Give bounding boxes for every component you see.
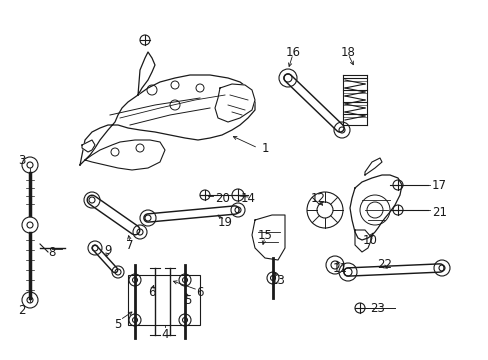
- Text: 11: 11: [332, 261, 347, 274]
- Polygon shape: [80, 75, 254, 165]
- Text: 10: 10: [362, 234, 377, 247]
- Text: 20: 20: [215, 192, 229, 204]
- Polygon shape: [215, 84, 254, 122]
- Text: 9: 9: [104, 243, 112, 257]
- Text: 12: 12: [310, 192, 325, 204]
- Text: 7: 7: [126, 239, 134, 252]
- Text: 2: 2: [18, 303, 26, 316]
- Text: 1: 1: [261, 141, 268, 154]
- Polygon shape: [85, 140, 164, 170]
- Text: 19: 19: [217, 216, 232, 229]
- Text: 15: 15: [257, 229, 272, 242]
- Bar: [128, 275, 200, 325]
- Text: 17: 17: [431, 179, 446, 192]
- Text: 4: 4: [161, 328, 168, 342]
- Text: 6: 6: [196, 285, 203, 298]
- Text: 3: 3: [18, 153, 26, 166]
- Text: 21: 21: [431, 206, 446, 219]
- Polygon shape: [138, 52, 155, 95]
- Polygon shape: [364, 158, 381, 175]
- Text: 23: 23: [369, 302, 384, 315]
- Text: 6: 6: [148, 285, 156, 298]
- Text: 8: 8: [48, 246, 56, 258]
- Text: 22: 22: [377, 258, 392, 271]
- Text: 13: 13: [270, 274, 285, 287]
- Text: 5: 5: [114, 319, 122, 332]
- Text: 5: 5: [184, 293, 191, 306]
- Polygon shape: [82, 140, 95, 152]
- Text: 16: 16: [285, 45, 300, 59]
- Text: 14: 14: [240, 192, 255, 204]
- Polygon shape: [354, 230, 371, 252]
- Polygon shape: [349, 175, 401, 240]
- Polygon shape: [251, 215, 285, 260]
- Text: 18: 18: [340, 45, 355, 59]
